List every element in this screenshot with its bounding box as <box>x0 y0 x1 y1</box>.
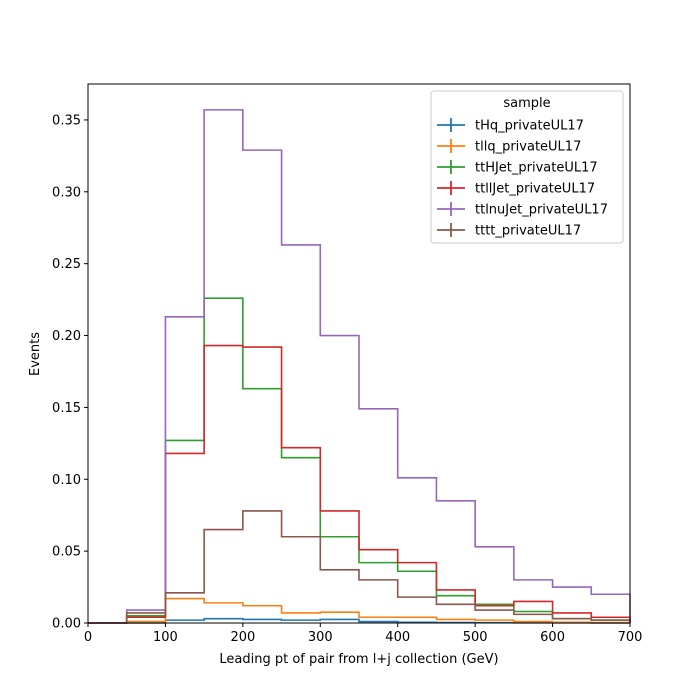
y-tick-label-5: 0.25 <box>52 257 81 272</box>
series-line-3 <box>88 344 631 624</box>
y-tick-label-1: 0.05 <box>52 545 81 560</box>
y-tick-label-2: 0.10 <box>52 473 81 488</box>
legend-label-3: ttllJet_privateUL17 <box>475 182 595 197</box>
legend-box <box>430 90 624 244</box>
series-layer <box>88 109 631 624</box>
legend-entry-5: tttt_privateUL17 <box>437 223 581 239</box>
y-tick-label-6: 0.30 <box>52 185 81 200</box>
y-tick-label-7: 0.35 <box>52 113 81 128</box>
series-line-4 <box>88 109 631 624</box>
legend-entry-0: tHq_privateUL17 <box>437 118 584 134</box>
x-tick-label-7: 700 <box>618 630 643 645</box>
x-tick-label-3: 300 <box>308 630 333 645</box>
legend-entry-3: ttllJet_privateUL17 <box>437 181 595 197</box>
legend-label-1: tllq_privateUL17 <box>475 140 581 155</box>
y-tick-label-4: 0.20 <box>52 329 81 344</box>
legend-entries: tHq_privateUL17 tllq_privateUL17 ttHJet_pr… <box>437 118 608 239</box>
legend-entry-4: ttlnuJet_privateUL17 <box>437 202 608 218</box>
plot-area-frame <box>87 83 631 624</box>
y-tick-label-0: 0.00 <box>52 617 81 632</box>
x-tick-label-6: 600 <box>540 630 565 645</box>
y-tick-label-3: 0.15 <box>52 401 81 416</box>
x-tick-label-4: 400 <box>385 630 410 645</box>
x-tick-label-0: 0 <box>84 630 92 645</box>
x-axis: 0 100 200 300 400 500 600 700 <box>84 623 643 645</box>
legend-entry-2: ttHJet_privateUL17 <box>437 160 598 176</box>
legend-label-5: tttt_privateUL17 <box>475 224 581 239</box>
legend-entry-1: tllq_privateUL17 <box>437 139 581 155</box>
x-tick-label-2: 200 <box>230 630 255 645</box>
x-tick-label-5: 500 <box>463 630 488 645</box>
x-axis-label: Leading pt of pair from l+j collection (… <box>219 652 498 667</box>
series-line-1 <box>88 597 631 624</box>
legend-title: sample <box>503 96 550 111</box>
series-line-5 <box>88 510 631 624</box>
y-axis-label: Events <box>28 332 43 376</box>
legend-label-2: ttHJet_privateUL17 <box>475 161 598 176</box>
x-tick-label-1: 100 <box>153 630 178 645</box>
legend-label-4: ttlnuJet_privateUL17 <box>475 203 608 218</box>
y-axis: 0.00 0.05 0.10 0.15 0.20 0.25 0.30 0.35 <box>52 113 88 632</box>
legend: sample tHq_privateUL17 tllq_privateUL17tt… <box>430 90 624 244</box>
legend-label-0: tHq_privateUL17 <box>475 119 584 134</box>
